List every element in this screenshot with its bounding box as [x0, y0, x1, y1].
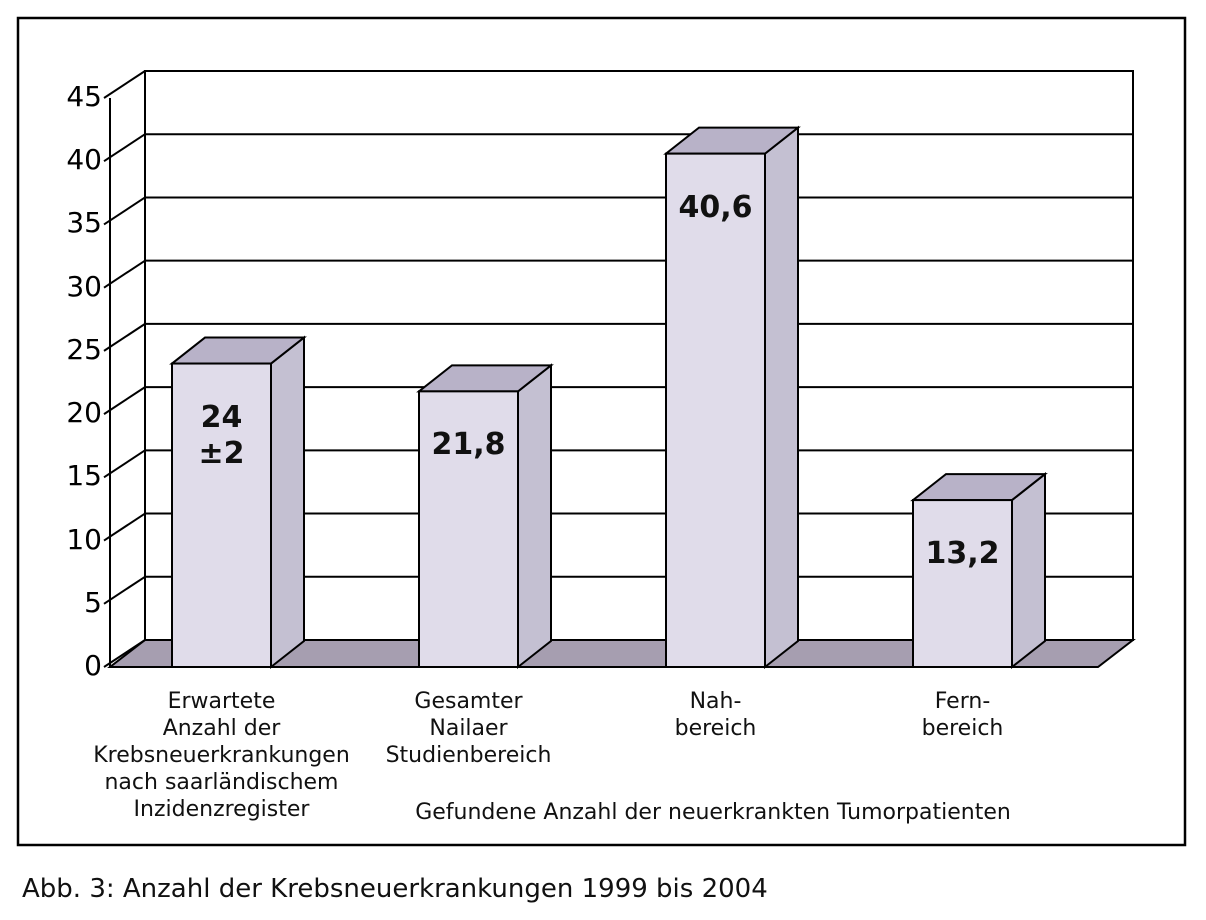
- bar: [665, 152, 766, 668]
- y-tick-label: 40: [66, 143, 102, 177]
- y-tick-label: 0: [84, 649, 102, 682]
- frame: [16, 16, 1187, 847]
- x-tick-label: Erwartete Anzahl der Krebsneuerkrankunge…: [93, 689, 350, 822]
- bar-side: [764, 125, 799, 670]
- y-tick-label: 15: [66, 459, 102, 493]
- bar: [418, 390, 519, 668]
- x-axis-label: Gefundene Anzahl der neuerkrankten Tumor…: [415, 800, 1011, 825]
- bar-side: [517, 363, 552, 670]
- y-tick-label: 25: [66, 332, 102, 366]
- x-tick-label: Gesamter Nailaer Studienbereich: [385, 689, 552, 768]
- y-tick-label: 20: [66, 396, 102, 430]
- value-label: 40,6: [678, 189, 753, 225]
- bar: [171, 362, 272, 668]
- value-label: 24 ±2: [198, 399, 245, 471]
- value-label: 21,8: [431, 427, 506, 463]
- tick-mark: [103, 70, 146, 99]
- y-tick-label: 30: [66, 269, 102, 303]
- x-tick-label: Fern- bereich: [921, 689, 1004, 741]
- caption: Abb. 3: Anzahl der Krebsneuerkrankungen …: [22, 874, 768, 904]
- bar-side: [270, 335, 305, 670]
- bar: [912, 499, 1013, 668]
- bar-side: [1011, 472, 1046, 670]
- value-label: 13,2: [925, 536, 1000, 572]
- y-tick-label: 45: [66, 80, 102, 113]
- y-tick-label: 35: [66, 206, 102, 240]
- y-tick-label: 5: [84, 585, 102, 619]
- x-tick-label: Nah- bereich: [674, 689, 757, 741]
- y-tick-label: 10: [66, 522, 102, 556]
